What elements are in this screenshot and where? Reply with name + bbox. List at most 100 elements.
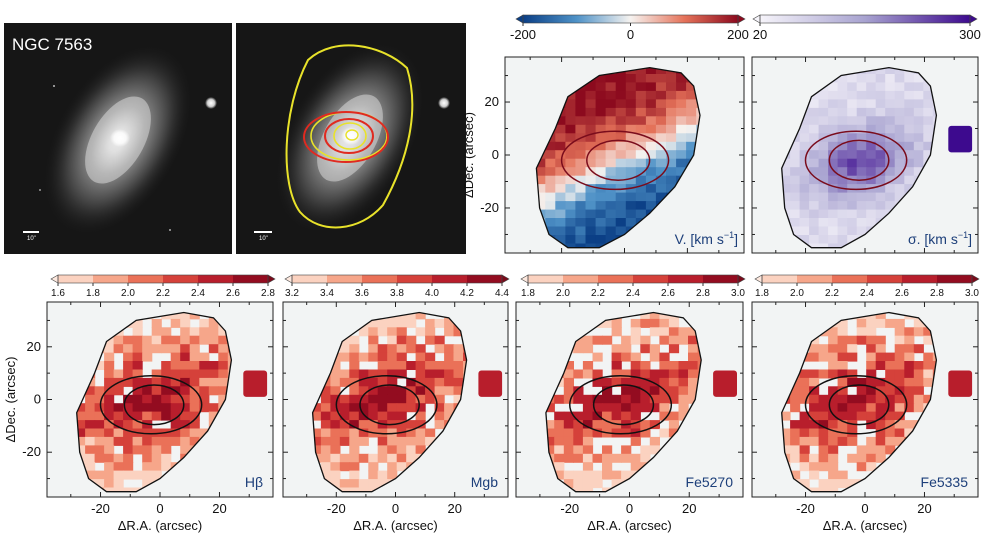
spaxel: [320, 445, 331, 455]
spaxel: [434, 420, 445, 430]
spaxel: [575, 175, 587, 185]
spaxel: [635, 116, 647, 126]
spaxel: [170, 377, 181, 387]
spaxel: [358, 479, 369, 489]
y-tick-label: 20: [485, 94, 499, 109]
spaxel: [554, 462, 565, 472]
spaxel: [208, 377, 219, 387]
spaxel: [453, 369, 464, 379]
spaxel: [575, 158, 587, 168]
spaxel: [635, 99, 647, 109]
spaxel: [923, 394, 934, 404]
colorbar-tick-label: 200: [727, 27, 749, 42]
y-tick-label: -20: [22, 444, 41, 459]
spaxel: [565, 226, 577, 236]
spaxel: [837, 74, 848, 84]
spaxel: [799, 394, 810, 404]
colorbar-tick-label: 1.8: [86, 288, 100, 299]
spaxel: [625, 192, 637, 202]
spaxel: [790, 209, 801, 219]
spaxel: [790, 141, 801, 151]
spaxel: [875, 411, 886, 421]
spaxel: [76, 436, 86, 446]
spaxel: [678, 335, 689, 345]
spaxel: [635, 192, 647, 202]
spaxel: [573, 453, 584, 463]
spaxel: [368, 344, 379, 354]
spaxel: [932, 361, 937, 370]
spaxel: [85, 453, 96, 463]
spaxel: [866, 99, 877, 109]
spaxel: [781, 201, 791, 211]
spaxel: [640, 361, 651, 370]
spaxel: [894, 335, 905, 345]
spaxel: [885, 386, 896, 396]
aperture-ellipse-inner: [592, 384, 655, 426]
galaxy-footprint-outline: [781, 311, 938, 493]
spaxel: [605, 150, 617, 160]
spaxel: [649, 436, 660, 446]
spaxel: [444, 318, 455, 328]
spaxel: [104, 361, 115, 370]
colorbar-extend-right: [737, 14, 746, 24]
spaxel: [387, 453, 398, 463]
spaxel: [856, 124, 867, 134]
spaxel: [595, 116, 607, 126]
spaxel: [573, 420, 584, 430]
spaxel: [415, 403, 426, 413]
spaxel: [668, 335, 680, 345]
spaxel: [349, 487, 360, 492]
spaxel: [358, 436, 369, 446]
spaxel: [113, 453, 124, 463]
spaxel: [666, 150, 677, 160]
spaxel: [199, 403, 210, 413]
panel-label-close: ]: [734, 231, 738, 247]
spaxel: [856, 403, 867, 413]
spaxel: [387, 318, 398, 328]
spaxel: [828, 141, 839, 151]
spaxel: [894, 428, 905, 438]
spaxel: [161, 369, 172, 379]
spaxel: [199, 352, 210, 362]
spaxel: [406, 335, 417, 345]
x-tick-label: 20: [917, 501, 931, 516]
spaxel: [799, 124, 810, 134]
spaxel: [932, 352, 937, 362]
spaxel: [655, 116, 667, 126]
spaxel: [123, 352, 134, 362]
spaxel: [799, 462, 810, 472]
spaxel: [582, 369, 594, 379]
spaxel: [904, 150, 915, 160]
spaxel: [686, 99, 697, 109]
spaxel: [894, 318, 905, 328]
spaxel: [611, 470, 622, 480]
spaxel: [645, 201, 657, 211]
spaxel: [615, 226, 627, 236]
spaxel: [585, 158, 597, 168]
spaxel: [563, 470, 574, 480]
spaxel: [866, 335, 877, 345]
spaxel: [396, 445, 407, 455]
spaxel: [635, 74, 647, 84]
spaxel: [923, 107, 934, 117]
spaxel: [368, 318, 379, 328]
spaxel: [828, 462, 839, 472]
spaxel: [866, 116, 877, 126]
spaxel: [923, 150, 934, 160]
spaxel: [161, 361, 172, 370]
spaxel: [790, 175, 801, 185]
spaxel: [358, 428, 369, 438]
map-panel-2: σ. [km s−1] 20 300: [751, 14, 981, 254]
spaxel: [818, 116, 829, 126]
spaxel: [582, 335, 594, 345]
spaxel: [621, 453, 632, 463]
spaxel: [339, 377, 350, 387]
spaxel: [649, 352, 660, 362]
spaxel: [615, 74, 627, 84]
colorbar-segment: [58, 275, 93, 283]
spaxel: [847, 124, 858, 134]
colorbar-segment: [233, 275, 268, 283]
spaxel: [866, 377, 877, 387]
spaxel: [406, 420, 417, 430]
spaxel: [605, 82, 617, 92]
